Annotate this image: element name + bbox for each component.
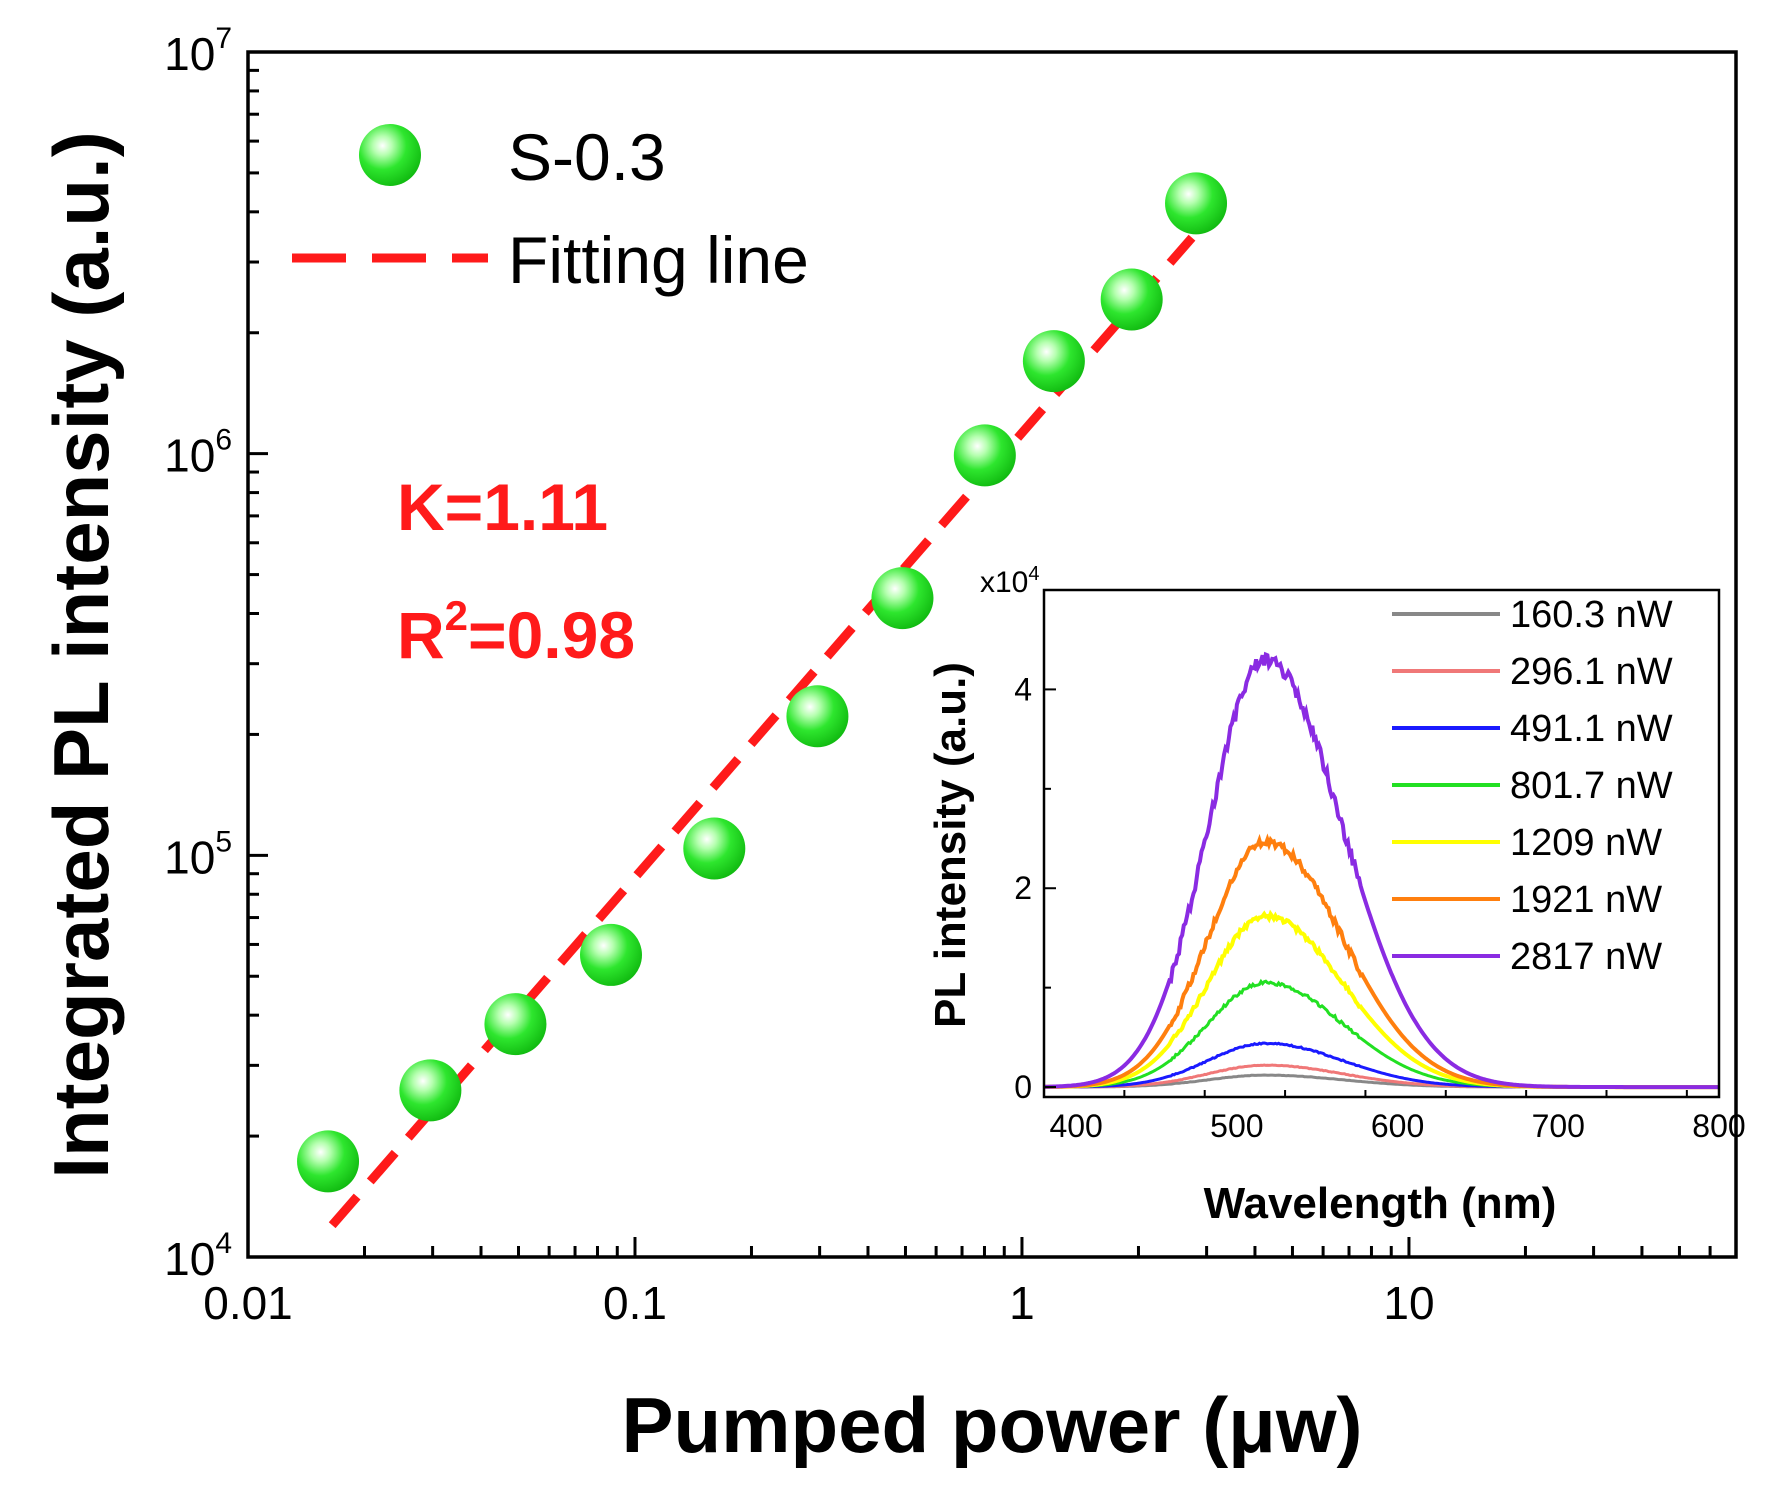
inset-axes-ticks bbox=[1043, 688, 1688, 1097]
inset-y-multiplier: x104 bbox=[980, 563, 1040, 599]
x-tick-label: 0.01 bbox=[203, 1277, 293, 1329]
data-point-s-0-3 bbox=[1100, 268, 1163, 331]
annotation-k-value: K=1.11 bbox=[397, 470, 608, 544]
fitting-line bbox=[328, 234, 1196, 1229]
y-tick-label: 105 bbox=[164, 825, 232, 883]
inset-x-tick-label: 400 bbox=[1049, 1108, 1102, 1144]
inset-y-tick-labels: 0 2 4 bbox=[1014, 671, 1032, 1105]
inset-x-axis-title: Wavelength (nm) bbox=[1204, 1179, 1557, 1228]
inset-x-tick-labels: 400 500 600 700 800 bbox=[1049, 1108, 1745, 1144]
annotation-r-sup: 2 bbox=[445, 592, 468, 639]
data-point-s-0-3 bbox=[683, 817, 746, 880]
x-tick-label: 0.1 bbox=[603, 1277, 667, 1329]
inset-plot-frame bbox=[1042, 588, 1721, 1099]
main-x-tick-labels: 0.01 0.1 1 10 bbox=[203, 1277, 1434, 1329]
inset-y-axis-title: PL intensity (a.u.) bbox=[926, 662, 975, 1028]
inset-x-tick-label: 700 bbox=[1532, 1108, 1585, 1144]
y-tick-label: 107 bbox=[164, 22, 232, 80]
inset-y-multiplier-base: x10 bbox=[980, 566, 1028, 599]
data-point-s-0-3 bbox=[871, 567, 934, 630]
data-point-s-0-3 bbox=[1165, 172, 1228, 235]
legend-label-fitting-line: Fitting line bbox=[508, 223, 809, 297]
inset-series-2817-nw bbox=[1044, 651, 1719, 1090]
legend-marker-s-0-3 bbox=[359, 124, 421, 186]
inset-y-multiplier-exp: 4 bbox=[1028, 563, 1039, 585]
main-axes-ticks bbox=[246, 50, 1738, 1259]
inset-legend: 160.3 nW 296.1 nW 491.1 nW 801.7 nW 1209 nW 1… bbox=[1392, 594, 1673, 978]
main-legend: S-0.3 Fitting line bbox=[292, 120, 809, 297]
main-y-axis-title: Integrated PL intensity (a.u.) bbox=[37, 131, 125, 1178]
inset-y-tick-label: 2 bbox=[1014, 870, 1032, 906]
annotation-r-rest: =0.98 bbox=[468, 598, 635, 672]
data-point-s-0-3 bbox=[580, 923, 643, 986]
x-tick-label: 10 bbox=[1383, 1277, 1434, 1329]
inset-legend-label-801-7-nw: 801.7 nW bbox=[1510, 765, 1673, 807]
inset-legend-label-160-3-nw: 160.3 nW bbox=[1510, 594, 1673, 636]
inset-legend-label-1209-nw: 1209 nW bbox=[1510, 822, 1662, 864]
inset-x-tick-label: 800 bbox=[1692, 1108, 1745, 1144]
annotation-r-base: R bbox=[397, 598, 445, 672]
y-tick-label: 106 bbox=[164, 424, 232, 482]
inset-legend-label-1921-nw: 1921 nW bbox=[1510, 879, 1662, 921]
inset-legend-label-491-1-nw: 491.1 nW bbox=[1510, 708, 1673, 750]
main-series-group bbox=[297, 172, 1228, 1229]
annotation-r-squared: R2=0.98 bbox=[397, 592, 635, 672]
data-point-s-0-3 bbox=[1022, 330, 1085, 393]
inset-x-tick-label: 500 bbox=[1210, 1108, 1263, 1144]
inset-legend-label-296-1-nw: 296.1 nW bbox=[1510, 651, 1673, 693]
data-point-s-0-3 bbox=[297, 1130, 360, 1193]
inset-x-tick-label: 600 bbox=[1371, 1108, 1424, 1144]
data-point-s-0-3 bbox=[399, 1059, 462, 1122]
main-x-axis-title: Pumped power (μw) bbox=[621, 1381, 1362, 1469]
legend-label-s-0-3: S-0.3 bbox=[508, 120, 666, 194]
data-point-s-0-3 bbox=[484, 993, 547, 1056]
x-tick-label: 1 bbox=[1009, 1277, 1035, 1329]
y-tick-label: 104 bbox=[164, 1227, 232, 1285]
inset-chart: 400 500 600 700 800 024 x104 Wavelength (nm)… bbox=[926, 563, 1746, 1228]
main-y-tick-labels: 104 105 106 107 bbox=[164, 22, 232, 1285]
inset-y-tick-label: 0 bbox=[1014, 1069, 1032, 1105]
inset-legend-label-2817-nw: 2817 nW bbox=[1510, 936, 1662, 978]
inset-y-tick-label: 4 bbox=[1014, 671, 1032, 707]
data-point-s-0-3 bbox=[786, 685, 849, 748]
inset-curves bbox=[1044, 651, 1719, 1090]
main-plot-frame bbox=[246, 50, 1738, 1259]
data-point-s-0-3 bbox=[953, 424, 1016, 487]
